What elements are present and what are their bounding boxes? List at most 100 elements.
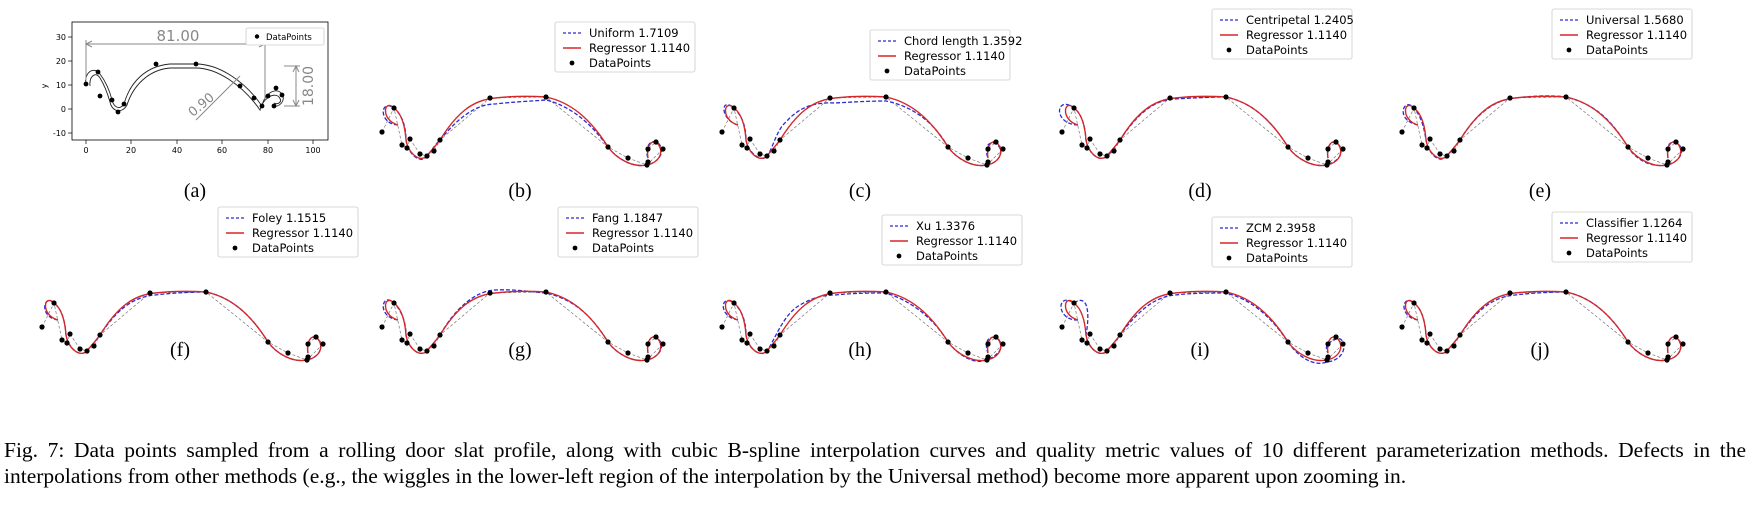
- legend-method-label: Fang 1.1847: [592, 211, 663, 225]
- data-point: [605, 339, 611, 345]
- xtick-label: 60: [217, 146, 227, 155]
- data-point: [1223, 289, 1229, 295]
- data-point: [1411, 105, 1417, 111]
- data-point: [744, 340, 750, 346]
- xtick-label: 0: [83, 146, 88, 155]
- control-polygon: [1061, 96, 1344, 166]
- data-point: [660, 341, 666, 347]
- data-point: [1625, 339, 1631, 345]
- panel-a: 30 20 10 0 -10 y 0 20 40 60 80 100: [0, 0, 340, 205]
- panel-label: (c): [848, 180, 872, 202]
- legend-points-swatch: [232, 245, 238, 251]
- data-point: [203, 289, 209, 295]
- data-point: [777, 332, 783, 338]
- data-point: [431, 148, 437, 154]
- dim-height-label: 18.00: [301, 66, 317, 106]
- data-point: [1645, 155, 1651, 161]
- legend-box: [869, 29, 1011, 81]
- data-point: [1457, 332, 1463, 338]
- legend-points-label: DataPoints: [1246, 251, 1308, 265]
- panel-label: (i): [1190, 339, 1210, 361]
- data-point: [399, 142, 405, 148]
- xtick-label: 40: [172, 146, 182, 155]
- legend-regressor-label: Regressor 1.1140: [1586, 231, 1687, 245]
- data-point: [1680, 341, 1686, 347]
- data-point: [305, 341, 311, 347]
- regressor-curve: [1404, 95, 1682, 167]
- data-point: [407, 136, 413, 142]
- data-point: [965, 155, 971, 161]
- data-point: [1427, 331, 1433, 337]
- regressor-curve: [44, 290, 322, 362]
- data-point: [883, 94, 889, 100]
- data-point: [757, 151, 763, 157]
- data-point: [985, 354, 991, 360]
- data-point: [945, 144, 951, 150]
- data-point: [719, 324, 725, 330]
- panel-j: Classifier 1.1264 Regressor 1.1140 DataPoi…: [1370, 195, 1710, 400]
- data-point: [883, 289, 889, 295]
- data-point: [1000, 146, 1006, 152]
- data-point: [1111, 148, 1117, 154]
- panel-e: Universal 1.5680 Regressor 1.1140 DataPoin…: [1370, 0, 1710, 205]
- data-point: [1665, 341, 1671, 347]
- panel-a-xticks: 0 20 40 60 80 100: [83, 140, 321, 155]
- legend-regressor-label: Regressor 1.1140: [592, 226, 693, 240]
- regressor-curve: [724, 290, 1002, 362]
- legend-method-label: Chord length 1.3592: [904, 34, 1022, 48]
- data-point: [993, 334, 999, 340]
- data-point: [67, 331, 73, 337]
- data-point: [91, 343, 97, 349]
- data-point: [285, 350, 291, 356]
- data-point: [747, 331, 753, 337]
- data-point: [1507, 290, 1513, 296]
- data-point: [993, 139, 999, 145]
- data-point: [625, 350, 631, 356]
- data-point: [424, 153, 430, 159]
- data-point: [719, 129, 725, 135]
- panel-label: (h): [848, 339, 872, 361]
- data-point: [1117, 137, 1123, 143]
- legend-points-swatch: [1226, 255, 1232, 261]
- data-point: [391, 300, 397, 306]
- panel-a-plot: 30 20 10 0 -10 y 0 20 40 60 80 100: [40, 21, 329, 155]
- data-point: [757, 346, 763, 352]
- data-point: [1111, 343, 1117, 349]
- data-point: [1333, 334, 1339, 340]
- data-point: [1223, 94, 1229, 100]
- data-point: [487, 290, 493, 296]
- panel-label: (j): [1530, 339, 1550, 361]
- regressor-curve: [1064, 290, 1342, 362]
- data-point: [51, 300, 57, 306]
- data-point: [1285, 144, 1291, 150]
- data-point: [1451, 148, 1457, 154]
- legend-points-label: DataPoints: [592, 241, 654, 255]
- data-point: [1117, 332, 1123, 338]
- data-point: [1097, 151, 1103, 157]
- figure-caption: Fig. 7: Data points sampled from a rolli…: [4, 438, 1746, 488]
- data-point: [313, 334, 319, 340]
- data-point: [1079, 142, 1085, 148]
- data-point: [747, 136, 753, 142]
- data-point: [777, 137, 783, 143]
- panel-d: Centripetal 1.2405 Regressor 1.1140 DataPo…: [1030, 0, 1370, 205]
- data-point: [739, 337, 745, 343]
- data-point: [379, 129, 385, 135]
- control-polygon: [381, 96, 664, 166]
- regressor-curve: [1064, 95, 1342, 167]
- data-point: [645, 159, 651, 165]
- data-point: [407, 331, 413, 337]
- data-point: [404, 145, 410, 151]
- regressor-curve: [384, 95, 662, 167]
- panel-i: ZCM 2.3958 Regressor 1.1140 DataPoints (i): [1030, 195, 1370, 400]
- legend-box: [557, 206, 699, 258]
- panel-a-legend-label: DataPoints: [266, 33, 312, 43]
- data-point: [1665, 146, 1671, 152]
- legend-points-swatch: [1226, 47, 1232, 53]
- data-point: [1419, 142, 1425, 148]
- data-point: [731, 105, 737, 111]
